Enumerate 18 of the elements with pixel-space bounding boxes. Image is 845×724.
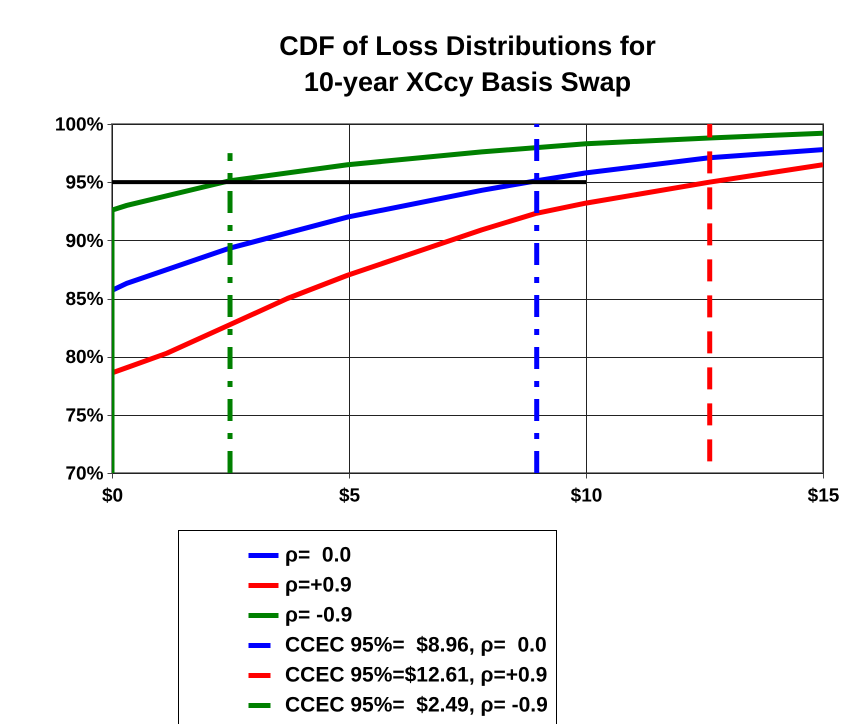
x-tick-label: $10 bbox=[570, 486, 602, 506]
legend-label: ρ= -0.9 bbox=[285, 604, 352, 626]
x-tick-label: $5 bbox=[338, 486, 360, 506]
legend-label: CCEC 95%= $2.49, ρ= -0.9 bbox=[285, 694, 548, 716]
legend-label: CCEC 95%= $8.96, ρ= 0.0 bbox=[285, 634, 547, 656]
legend-label: ρ=+0.9 bbox=[285, 574, 352, 596]
legend-label: CCEC 95%=$12.61, ρ=+0.9 bbox=[285, 664, 548, 686]
y-tick-label: 85% bbox=[65, 289, 104, 310]
legend-label: ρ= 0.0 bbox=[285, 544, 352, 566]
y-tick-label: 70% bbox=[65, 464, 104, 484]
y-tick-label: 95% bbox=[65, 172, 104, 194]
chart-title: CDF of Loss Distributions for 10-year XCcy Basis Swap bbox=[279, 31, 656, 97]
x-tick-label: $0 bbox=[102, 486, 124, 506]
y-tick-label: 90% bbox=[65, 230, 104, 252]
y-tick-label: 75% bbox=[65, 405, 104, 426]
x-tick-label: $15 bbox=[808, 486, 840, 506]
y-tick-label: 100% bbox=[54, 114, 104, 136]
y-tick-label: 80% bbox=[65, 347, 104, 368]
